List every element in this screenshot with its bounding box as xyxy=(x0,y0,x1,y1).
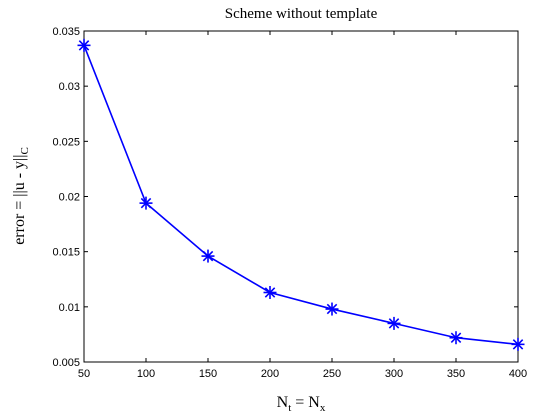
data-point xyxy=(387,316,401,330)
y-axis: 0.005 0.01 0.015 0.02 0.025 0.03 0.035 xyxy=(52,26,518,369)
series-line xyxy=(83,45,519,346)
x-tick-label: 250 xyxy=(323,368,341,380)
data-point xyxy=(449,331,463,345)
y-tick-label: 0.005 xyxy=(52,357,80,369)
data-point xyxy=(139,196,153,210)
x-tick-label: 50 xyxy=(78,368,90,380)
chart-title: Scheme without template xyxy=(225,6,378,22)
data-point xyxy=(263,285,277,299)
data-point xyxy=(511,337,525,351)
data-point xyxy=(77,38,91,52)
x-axis: 50 100 150 200 250 300 350 400 xyxy=(78,31,527,380)
y-axis-label: error = ||u - y||C xyxy=(11,147,31,245)
y-tick-label: 0.01 xyxy=(59,302,80,314)
x-tick-label: 150 xyxy=(199,368,217,380)
data-point xyxy=(201,249,215,263)
x-tick-label: 350 xyxy=(447,368,465,380)
y-tick-label: 0.035 xyxy=(52,26,80,38)
y-tick-label: 0.02 xyxy=(59,192,80,204)
y-tick-label: 0.015 xyxy=(52,247,80,259)
x-axis-label: Nt = Nx xyxy=(277,394,326,414)
x-tick-label: 400 xyxy=(509,368,527,380)
series-line-group xyxy=(77,38,525,351)
data-point xyxy=(325,302,339,316)
y-tick-label: 0.025 xyxy=(52,136,80,148)
x-tick-label: 200 xyxy=(261,368,279,380)
x-tick-label: 100 xyxy=(137,368,155,380)
y-tick-label: 0.03 xyxy=(59,81,80,93)
plot-area xyxy=(83,30,519,363)
x-tick-label: 300 xyxy=(385,368,403,380)
